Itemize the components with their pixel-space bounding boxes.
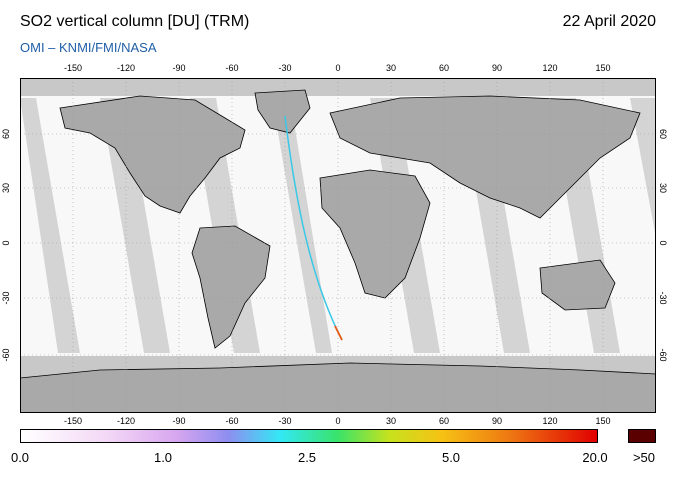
lon-tick-bottom: 90 [491, 416, 503, 426]
lon-tick-top: -150 [63, 63, 83, 73]
lon-tick-top: 120 [542, 63, 558, 73]
lat-tick-left: 30 [1, 182, 11, 194]
map-frame [20, 78, 656, 413]
europe-asia-landmass [329, 95, 641, 219]
lon-tick-top: 0 [335, 63, 341, 73]
colorbar-max-swatch [628, 429, 656, 443]
greenland-landmass [254, 89, 311, 134]
lat-tick-left: -30 [1, 291, 11, 305]
colorbar-max-label: >50 [632, 450, 656, 465]
south-america-landmass [191, 225, 271, 349]
lat-tick-right: -60 [658, 348, 668, 362]
colorbar-label: 20.0 [582, 450, 608, 465]
lat-tick-left: -60 [1, 348, 11, 362]
map-title: SO2 vertical column [DU] (TRM) [20, 13, 250, 30]
lon-tick-bottom: -60 [225, 416, 239, 426]
lon-tick-bottom: -30 [278, 416, 292, 426]
lon-tick-top: -30 [278, 63, 292, 73]
lon-tick-top: 150 [595, 63, 611, 73]
lat-tick-right: 30 [658, 182, 668, 194]
lon-tick-bottom: 0 [335, 416, 341, 426]
so2-world-map [20, 78, 656, 413]
africa-landmass [319, 169, 431, 299]
lat-tick-right: 0 [658, 240, 668, 246]
colorbar-label: 0.0 [10, 450, 30, 465]
colorbar-label: 1.0 [153, 450, 173, 465]
lon-tick-top: 90 [491, 63, 503, 73]
colorbar-label: 5.0 [441, 450, 461, 465]
lon-tick-top: -120 [116, 63, 136, 73]
lon-tick-bottom: 120 [542, 416, 558, 426]
australia-landmass [539, 259, 616, 311]
so2-plume-trace [284, 115, 343, 341]
lon-tick-bottom: 150 [595, 416, 611, 426]
lon-tick-top: 30 [385, 63, 397, 73]
land-masses [20, 89, 656, 413]
colorbar-label: 2.5 [297, 450, 317, 465]
colorbar [20, 429, 598, 443]
lat-tick-right: -30 [658, 291, 668, 305]
lat-tick-right: 60 [658, 128, 668, 140]
lon-tick-bottom: -90 [172, 416, 186, 426]
antarctica-landmass [20, 362, 656, 413]
lon-tick-top: -90 [172, 63, 186, 73]
lon-tick-bottom: 30 [385, 416, 397, 426]
lat-tick-left: 60 [1, 128, 11, 140]
lon-tick-bottom: -120 [116, 416, 136, 426]
lon-tick-top: 60 [438, 63, 450, 73]
map-date: 22 April 2020 [562, 13, 656, 30]
lon-tick-bottom: 60 [438, 416, 450, 426]
north-america-landmass [59, 95, 246, 214]
lat-tick-left: 0 [1, 240, 11, 246]
lon-tick-top: -60 [225, 63, 239, 73]
lon-tick-bottom: -150 [63, 416, 83, 426]
so2-plume-hotspot [334, 325, 343, 341]
data-source-credit: OMI – KNMI/FMI/NASA [20, 40, 157, 55]
